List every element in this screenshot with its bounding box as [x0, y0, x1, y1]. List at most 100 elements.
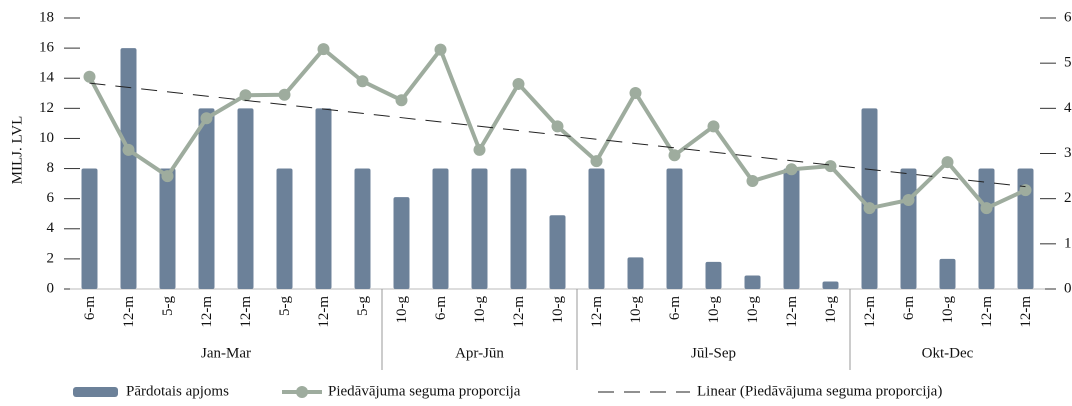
x-tick-label: 10-g: [745, 296, 761, 324]
x-tick-label: 10-g: [394, 296, 410, 324]
line-marker: [395, 94, 408, 107]
x-tick-label: 10-g: [472, 296, 488, 324]
x-tick-label: 5-g: [277, 296, 293, 316]
bar: [1017, 168, 1034, 289]
x-tick-label: 12-m: [511, 296, 527, 328]
line-marker: [824, 160, 837, 173]
bar: [783, 168, 800, 289]
x-tick-label: 12-m: [238, 296, 254, 328]
x-tick-label: 6-m: [433, 296, 449, 320]
bar: [432, 168, 449, 289]
line-marker: [278, 88, 291, 101]
bar: [510, 168, 527, 289]
line-marker: [902, 194, 915, 207]
bar: [978, 168, 995, 289]
group-label: Okt-Dec: [922, 345, 974, 361]
line-marker: [746, 175, 759, 188]
x-tick-label: 12-m: [199, 296, 215, 328]
bar: [315, 108, 332, 289]
bar: [666, 168, 683, 289]
bar: [276, 168, 293, 289]
bar: [393, 197, 410, 289]
x-tick-label: 10-g: [823, 296, 839, 324]
line-marker: [200, 112, 213, 125]
bar: [588, 168, 605, 289]
group-label: Jan-Mar: [201, 345, 251, 361]
x-tick-label: 12-m: [589, 296, 605, 328]
y2-tick-label: 4: [1064, 100, 1072, 116]
y-tick-label: 0: [47, 280, 55, 296]
x-tick-label: 12-m: [862, 296, 878, 328]
x-tick-label: 12-m: [979, 296, 995, 328]
line-marker: [785, 163, 798, 176]
line-marker: [356, 75, 369, 88]
y2-tick-label: 5: [1064, 55, 1072, 71]
bar: [354, 168, 371, 289]
line-marker: [473, 143, 486, 156]
line-marker: [512, 77, 525, 90]
bar: [81, 168, 98, 289]
y-tick-label: 2: [47, 250, 55, 266]
line-marker: [1019, 184, 1032, 197]
legend-label: Linear (Piedāvājuma seguma proporcija): [697, 383, 942, 399]
line-marker: [707, 120, 720, 133]
bar: [237, 108, 254, 289]
x-tick-label: 12-m: [316, 296, 332, 328]
line-marker: [980, 202, 993, 215]
bar: [939, 258, 956, 289]
y2-tick-label: 6: [1064, 9, 1072, 25]
line-marker: [629, 86, 642, 99]
y2-tick-label: 3: [1064, 145, 1072, 161]
group-label: Apr-Jūn: [455, 345, 504, 361]
legend-label: Piedāvājuma seguma proporcija: [328, 383, 521, 399]
bar: [159, 168, 176, 289]
legend-swatch: [73, 387, 118, 397]
bar: [705, 261, 722, 289]
y2-tick-label: 1: [1064, 235, 1072, 251]
bar: [198, 108, 215, 289]
y-tick-label: 14: [39, 70, 55, 86]
y-tick-label: 8: [47, 160, 55, 176]
line-marker: [83, 70, 96, 83]
line-marker: [239, 89, 252, 102]
group-label: Jūl-Sep: [691, 345, 736, 361]
bar: [822, 281, 839, 289]
trendline: [89, 82, 1026, 188]
bar: [627, 257, 644, 289]
line-marker: [590, 155, 603, 168]
bar: [861, 108, 878, 289]
y2-tick-label: 2: [1064, 190, 1072, 206]
line-marker: [668, 149, 681, 162]
line-marker: [941, 156, 954, 169]
x-tick-label: 10-g: [706, 296, 722, 324]
x-tick-label: 12-m: [1018, 296, 1034, 328]
x-tick-label: 10-g: [628, 296, 644, 324]
x-tick-label: 6-m: [667, 296, 683, 320]
bar: [549, 215, 566, 289]
bar: [471, 168, 488, 289]
y-tick-label: 12: [39, 100, 54, 116]
line-marker: [434, 43, 447, 56]
line-marker: [317, 43, 330, 56]
x-tick-label: 6-m: [82, 296, 98, 320]
y-axis-label: MILJ. LVL: [9, 116, 25, 185]
y-tick-label: 16: [39, 40, 55, 56]
bar: [744, 275, 761, 289]
line-marker: [161, 170, 174, 183]
x-tick-label: 10-g: [940, 296, 956, 324]
legend-label: Pārdotais apjoms: [126, 383, 229, 399]
line-marker: [551, 120, 564, 133]
bar: [120, 48, 137, 289]
legend-swatch: [296, 386, 308, 398]
y-tick-label: 4: [47, 220, 55, 236]
x-tick-label: 5-g: [160, 296, 176, 316]
y-tick-label: 18: [39, 9, 54, 25]
y-tick-label: 10: [39, 130, 54, 146]
y-tick-label: 6: [47, 190, 55, 206]
x-tick-label: 10-g: [550, 296, 566, 324]
y2-tick-label: 0: [1064, 280, 1072, 296]
x-tick-label: 12-m: [121, 296, 137, 328]
x-tick-label: 6-m: [901, 296, 917, 320]
bar: [900, 168, 917, 289]
